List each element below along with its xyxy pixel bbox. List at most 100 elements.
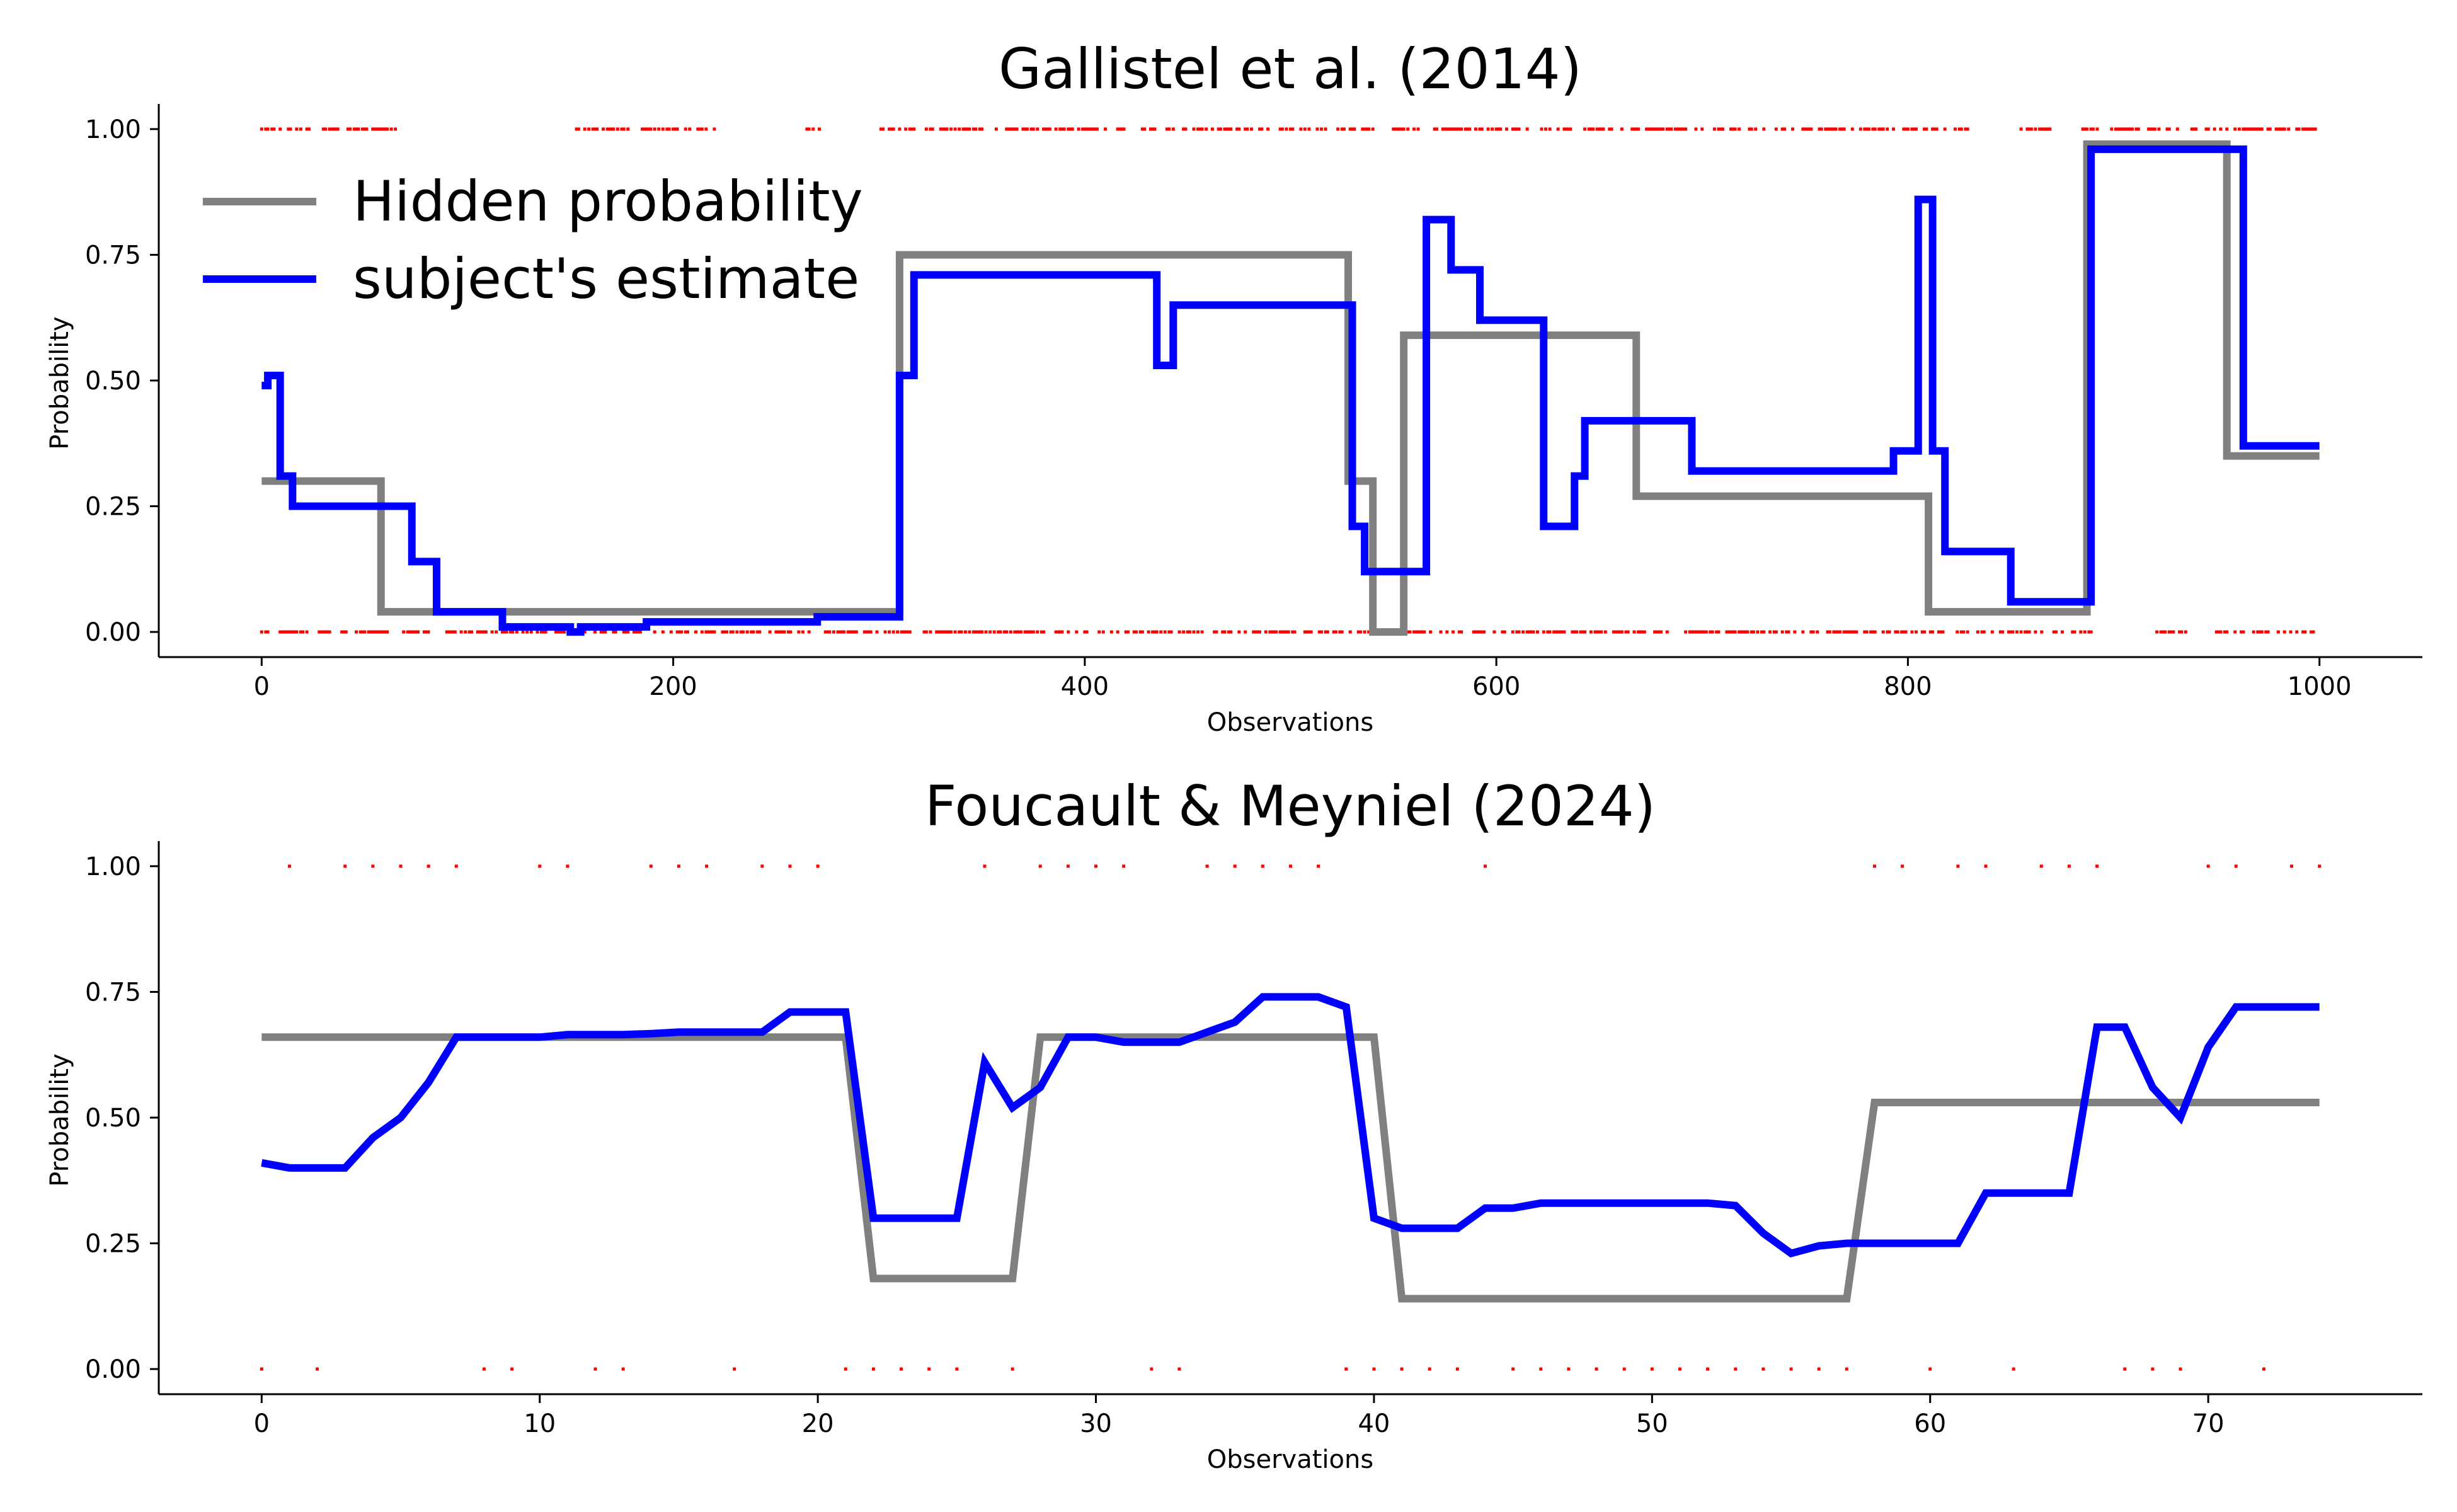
observation-dot xyxy=(2095,864,2099,868)
observation-dot xyxy=(394,127,398,131)
observation-dot xyxy=(2130,127,2134,131)
observation-dot xyxy=(1359,630,1363,634)
observation-dot xyxy=(1554,630,1558,634)
observation-dot xyxy=(1931,127,1935,131)
observation-dot xyxy=(807,127,811,131)
observation-dot xyxy=(1363,630,1366,634)
observation-dot xyxy=(823,630,827,634)
observation-dot xyxy=(2252,127,2255,131)
observation-dot xyxy=(612,630,616,634)
observation-dot xyxy=(1460,630,1463,634)
observation-dot xyxy=(1155,630,1159,634)
observation-dot xyxy=(2079,630,2083,634)
observation-dot xyxy=(2287,127,2291,131)
observation-dot xyxy=(653,630,656,634)
observation-dot xyxy=(1060,630,1064,634)
observation-dot xyxy=(1673,127,1677,131)
observation-dot xyxy=(1235,127,1239,131)
observation-dot xyxy=(1307,630,1311,634)
observation-dot xyxy=(1143,127,1147,131)
observation-dot xyxy=(1904,630,1908,634)
observation-dot xyxy=(673,127,677,131)
observation-dot xyxy=(1842,630,1846,634)
observation-dot xyxy=(797,630,801,634)
observation-dot xyxy=(902,630,905,634)
observation-dot xyxy=(2184,630,2187,634)
legend-label-hidden: Hidden probability xyxy=(353,169,863,234)
observation-dot xyxy=(644,127,648,131)
observation-dot xyxy=(685,630,689,634)
observation-dot xyxy=(1595,127,1599,131)
observation-dot xyxy=(1836,630,1840,634)
observation-dot xyxy=(358,630,362,634)
observation-dot xyxy=(1668,127,1671,131)
observation-dot xyxy=(2240,630,2243,634)
observation-dot xyxy=(1478,630,1482,634)
observation-dot xyxy=(1717,630,1721,634)
observation-dot xyxy=(1332,630,1336,634)
observation-dot xyxy=(1676,127,1680,131)
observation-dot xyxy=(1140,630,1144,634)
observation-dot xyxy=(1515,127,1519,131)
observation-dot xyxy=(1834,630,1838,634)
observation-dot xyxy=(1116,630,1120,634)
subject-estimate-line xyxy=(261,993,2320,1258)
observation-dot xyxy=(2170,630,2174,634)
observation-dot xyxy=(1818,127,1821,131)
observation-dot xyxy=(980,630,984,634)
observation-dot xyxy=(299,127,302,131)
observation-dot xyxy=(1457,630,1461,634)
observation-dot xyxy=(1709,630,1712,634)
observation-dot xyxy=(1511,630,1515,634)
observation-dot xyxy=(1394,127,1397,131)
observation-dot xyxy=(1067,127,1070,131)
observation-dot xyxy=(2040,127,2044,131)
chart-gallistel: Gallistel et al. (2014) Observations Pro… xyxy=(45,37,2422,737)
observation-dot xyxy=(1700,127,1704,131)
observation-dot xyxy=(1303,630,1307,634)
observation-dot xyxy=(408,630,411,634)
x-tick-label: 600 xyxy=(1472,672,1520,701)
observation-dot xyxy=(1460,127,1463,131)
observation-dot xyxy=(1832,630,1836,634)
observation-dot xyxy=(1028,630,1031,634)
observation-dot xyxy=(340,630,344,634)
observation-dot xyxy=(1005,127,1009,131)
observation-dot xyxy=(1319,630,1323,634)
observation-dot xyxy=(583,127,587,131)
observation-dot xyxy=(1688,630,1692,634)
observation-dot xyxy=(1746,630,1750,634)
observation-dot xyxy=(750,630,753,634)
tick-marks: 0 200 400 600 800 1000 0.00 0.25 0.50 0.75 1.00 xyxy=(85,115,2352,701)
observation-dot xyxy=(846,630,850,634)
observation-dot xyxy=(427,630,430,634)
observation-dot xyxy=(1215,630,1218,634)
observation-dot xyxy=(1589,127,1593,131)
observation-dot xyxy=(2042,127,2046,131)
observation-dot xyxy=(540,630,544,634)
observation-dot xyxy=(410,630,414,634)
observation-dot xyxy=(386,127,389,131)
observation-dot xyxy=(1527,630,1531,634)
observation-dot xyxy=(558,630,562,634)
observation-dot xyxy=(406,630,410,634)
observation-dot xyxy=(344,630,348,634)
observation-dot xyxy=(1637,127,1641,131)
observation-dot xyxy=(1266,127,1270,131)
observation-dot xyxy=(1009,127,1012,131)
observation-dot xyxy=(503,630,507,634)
observation-dot xyxy=(1299,127,1303,131)
observation-dot xyxy=(1474,630,1477,634)
observation-dot xyxy=(1077,127,1080,131)
observation-dot xyxy=(371,127,375,131)
observation-dot xyxy=(978,127,982,131)
observation-dot xyxy=(1805,127,1809,131)
chart-title: Gallistel et al. (2014) xyxy=(999,37,1582,101)
observation-dot xyxy=(1824,127,1828,131)
observation-dot xyxy=(264,127,268,131)
observation-dot xyxy=(1803,127,1807,131)
observation-dot xyxy=(890,127,893,131)
observation-dot xyxy=(848,630,852,634)
observation-dot xyxy=(2167,127,2171,131)
observation-dot xyxy=(700,127,704,131)
